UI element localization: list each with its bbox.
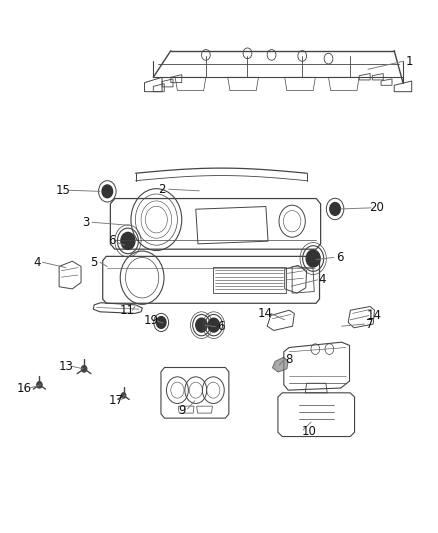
Circle shape (330, 203, 340, 215)
Circle shape (306, 250, 320, 267)
Circle shape (81, 366, 87, 372)
Text: 4: 4 (318, 273, 326, 286)
Circle shape (156, 317, 166, 328)
Text: 6: 6 (336, 251, 343, 264)
Circle shape (37, 382, 42, 388)
Text: 6: 6 (217, 320, 225, 333)
Text: 1: 1 (406, 55, 413, 68)
Text: 16: 16 (17, 382, 32, 394)
Text: 14: 14 (258, 307, 272, 320)
Text: 5: 5 (91, 256, 98, 269)
Text: 15: 15 (56, 184, 71, 197)
Circle shape (121, 232, 135, 249)
Text: 11: 11 (120, 304, 134, 317)
Text: 6: 6 (108, 235, 116, 247)
Text: 3: 3 (82, 216, 89, 229)
Text: 9: 9 (178, 404, 186, 417)
Text: 4: 4 (33, 256, 41, 269)
Text: 20: 20 (369, 201, 384, 214)
Text: 14: 14 (367, 309, 382, 322)
Text: 19: 19 (144, 314, 159, 327)
Text: 7: 7 (366, 318, 374, 330)
PathPatch shape (272, 357, 288, 372)
Text: 17: 17 (109, 394, 124, 407)
Circle shape (121, 393, 126, 398)
Text: 10: 10 (301, 425, 316, 438)
Circle shape (196, 318, 207, 332)
Text: 8: 8 (286, 353, 293, 366)
Text: 13: 13 (58, 360, 73, 373)
Circle shape (208, 318, 219, 332)
Circle shape (102, 185, 113, 198)
Text: 2: 2 (158, 183, 166, 196)
